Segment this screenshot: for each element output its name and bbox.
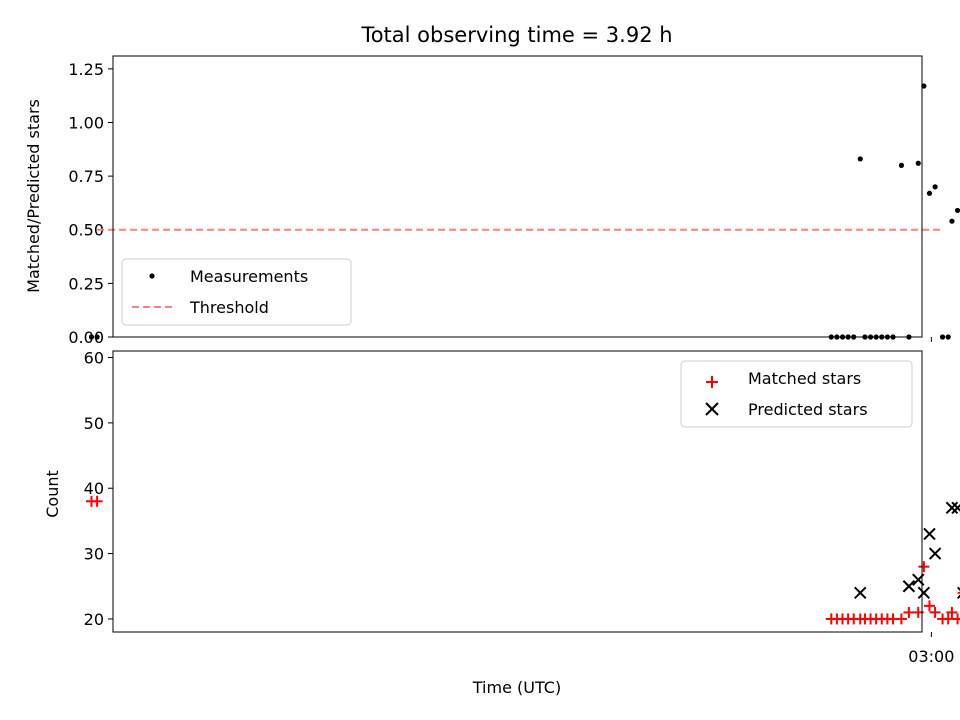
bottom-legend-box bbox=[680, 360, 913, 428]
y-tick-label: 0.75 bbox=[68, 167, 104, 186]
y-tick-label: 1.00 bbox=[68, 113, 104, 132]
matched-star-point bbox=[929, 606, 941, 618]
matched-star-point bbox=[903, 606, 915, 618]
measurement-point bbox=[926, 190, 933, 196]
chart-title: Total observing time = 3.92 h bbox=[360, 23, 672, 47]
matched-star-point bbox=[937, 613, 949, 625]
x-tick-label: 03:00 bbox=[908, 647, 954, 666]
matched-star-point bbox=[952, 613, 960, 625]
legend-matched-marker bbox=[706, 376, 718, 388]
measurement-point bbox=[945, 334, 951, 340]
legend-measurements-marker bbox=[149, 273, 155, 279]
legend-measurements-label: Measurements bbox=[190, 267, 308, 286]
top-legend-box bbox=[121, 258, 352, 326]
measurement-point bbox=[949, 218, 955, 224]
measurement-point bbox=[954, 207, 960, 214]
predicted-star-point bbox=[923, 527, 936, 541]
y-tick-label: 1.25 bbox=[68, 60, 104, 79]
measurement-point bbox=[939, 334, 946, 340]
plot-frame bbox=[112, 55, 923, 338]
matched-star-point bbox=[957, 591, 960, 594]
predicted-star-point bbox=[951, 501, 960, 515]
top-legend: Measurements Threshold bbox=[121, 258, 352, 326]
predicted-star-point bbox=[917, 586, 931, 599]
y-tick-label: 0.00 bbox=[68, 328, 104, 347]
plot-frame bbox=[112, 350, 923, 633]
y-tick-label: 60 bbox=[84, 349, 104, 368]
measurement-point bbox=[915, 160, 921, 166]
bottom-panel-axes: 203040506018:0019:0020:0021:0022:0023:00… bbox=[84, 349, 955, 666]
matched-star-point bbox=[85, 495, 97, 507]
measurement-point bbox=[898, 162, 905, 168]
bottom-ylabel: Count bbox=[43, 470, 62, 518]
legend-threshold-label: Threshold bbox=[189, 298, 269, 317]
predicted-star-point bbox=[945, 501, 959, 515]
y-tick-label: 20 bbox=[84, 610, 104, 629]
top-panel-frame bbox=[112, 55, 923, 338]
measurement-point bbox=[94, 334, 100, 340]
measurement-point bbox=[88, 334, 95, 340]
measurement-point bbox=[857, 156, 863, 162]
matched-star-point bbox=[946, 606, 958, 618]
matched-star-point bbox=[923, 600, 935, 612]
matched-star-point bbox=[918, 561, 930, 573]
predicted-star-point bbox=[854, 586, 867, 599]
measurement-point bbox=[932, 184, 938, 190]
y-tick-label: 0.50 bbox=[68, 221, 104, 240]
predicted-star-point bbox=[956, 586, 960, 599]
bottom-legend: Matched stars Predicted stars bbox=[680, 360, 913, 428]
bottom-xlabel: Time (UTC) bbox=[472, 678, 561, 697]
top-panel-axes: 0.00 0.25 0.50 0.75 1.00 1.25 bbox=[68, 60, 932, 347]
legend-matched-label: Matched stars bbox=[748, 369, 861, 388]
predicted-star-point bbox=[928, 547, 942, 560]
legend-predicted-label: Predicted stars bbox=[748, 400, 868, 419]
bottom-panel-marks bbox=[85, 495, 960, 625]
y-tick-label: 0.25 bbox=[68, 274, 104, 293]
bottom-panel-frame bbox=[112, 350, 923, 633]
y-tick-label: 40 bbox=[84, 479, 104, 498]
matched-star-point bbox=[825, 613, 837, 625]
y-tick-label: 30 bbox=[84, 545, 104, 564]
predicted-star-point bbox=[902, 580, 916, 593]
y-tick-label: 50 bbox=[84, 414, 104, 433]
top-ylabel: Matched/Predicted stars bbox=[24, 99, 43, 293]
measurement-point bbox=[921, 83, 927, 89]
legend-predicted-marker bbox=[705, 402, 719, 416]
